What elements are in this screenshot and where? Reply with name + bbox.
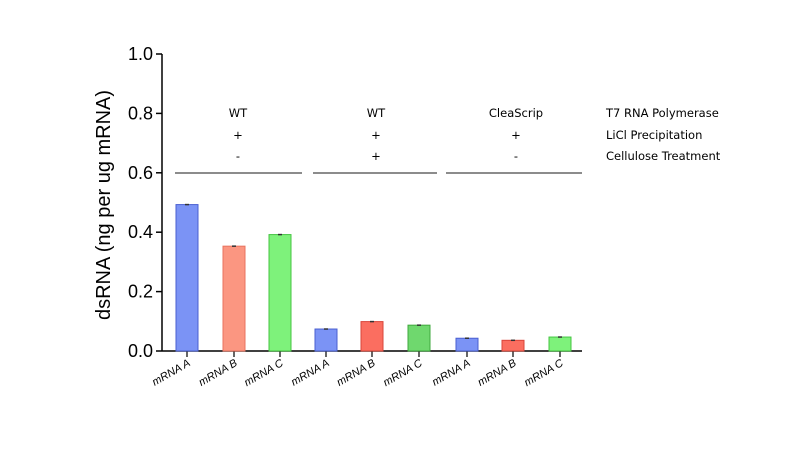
bar (455, 337, 479, 352)
condition-row-label: LiCl Precipitation (606, 128, 702, 142)
category-label: mRNA B (335, 357, 378, 389)
condition-table: WT + - WT + + CleaScrip + - T7 RNA Polymerase LiCl… (175, 106, 721, 174)
bar (268, 234, 292, 352)
bar (175, 204, 199, 352)
category-label: mRNA A (150, 357, 192, 388)
condition-value: WT (229, 106, 248, 120)
category-label: mRNA B (197, 357, 240, 389)
y-tick-label: 0.6 (128, 163, 153, 183)
y-tick-label: 1.0 (128, 44, 153, 64)
category-label: mRNA B (476, 357, 519, 389)
category-label: mRNA C (242, 357, 285, 389)
y-tick-label: 0.8 (128, 103, 153, 123)
y-axis-label: dsRNA (ng per ug mRNA) (93, 90, 115, 320)
condition-value: + (371, 128, 381, 142)
y-tick-label: 0.2 (128, 282, 153, 302)
bar (360, 321, 384, 352)
condition-value: + (233, 128, 243, 142)
bar (222, 245, 246, 352)
bar (314, 328, 338, 352)
condition-row-label: Cellulose Treatment (606, 149, 721, 163)
condition-row-label: T7 RNA Polymerase (605, 106, 719, 120)
category-label: mRNA A (430, 357, 472, 388)
bar (407, 324, 431, 352)
y-tick-label: 0.0 (128, 341, 153, 361)
category-label: mRNA A (289, 357, 331, 388)
bar (501, 339, 525, 352)
category-label: mRNA C (522, 357, 565, 389)
bar (548, 336, 572, 352)
condition-value: CleaScrip (489, 106, 543, 120)
condition-value: - (514, 149, 518, 163)
condition-value: + (371, 149, 381, 163)
condition-value: + (511, 128, 521, 142)
condition-value: WT (367, 106, 386, 120)
condition-value: - (236, 149, 240, 163)
y-tick-label: 0.4 (128, 222, 153, 242)
bars (175, 203, 572, 352)
category-label: mRNA C (381, 357, 424, 389)
